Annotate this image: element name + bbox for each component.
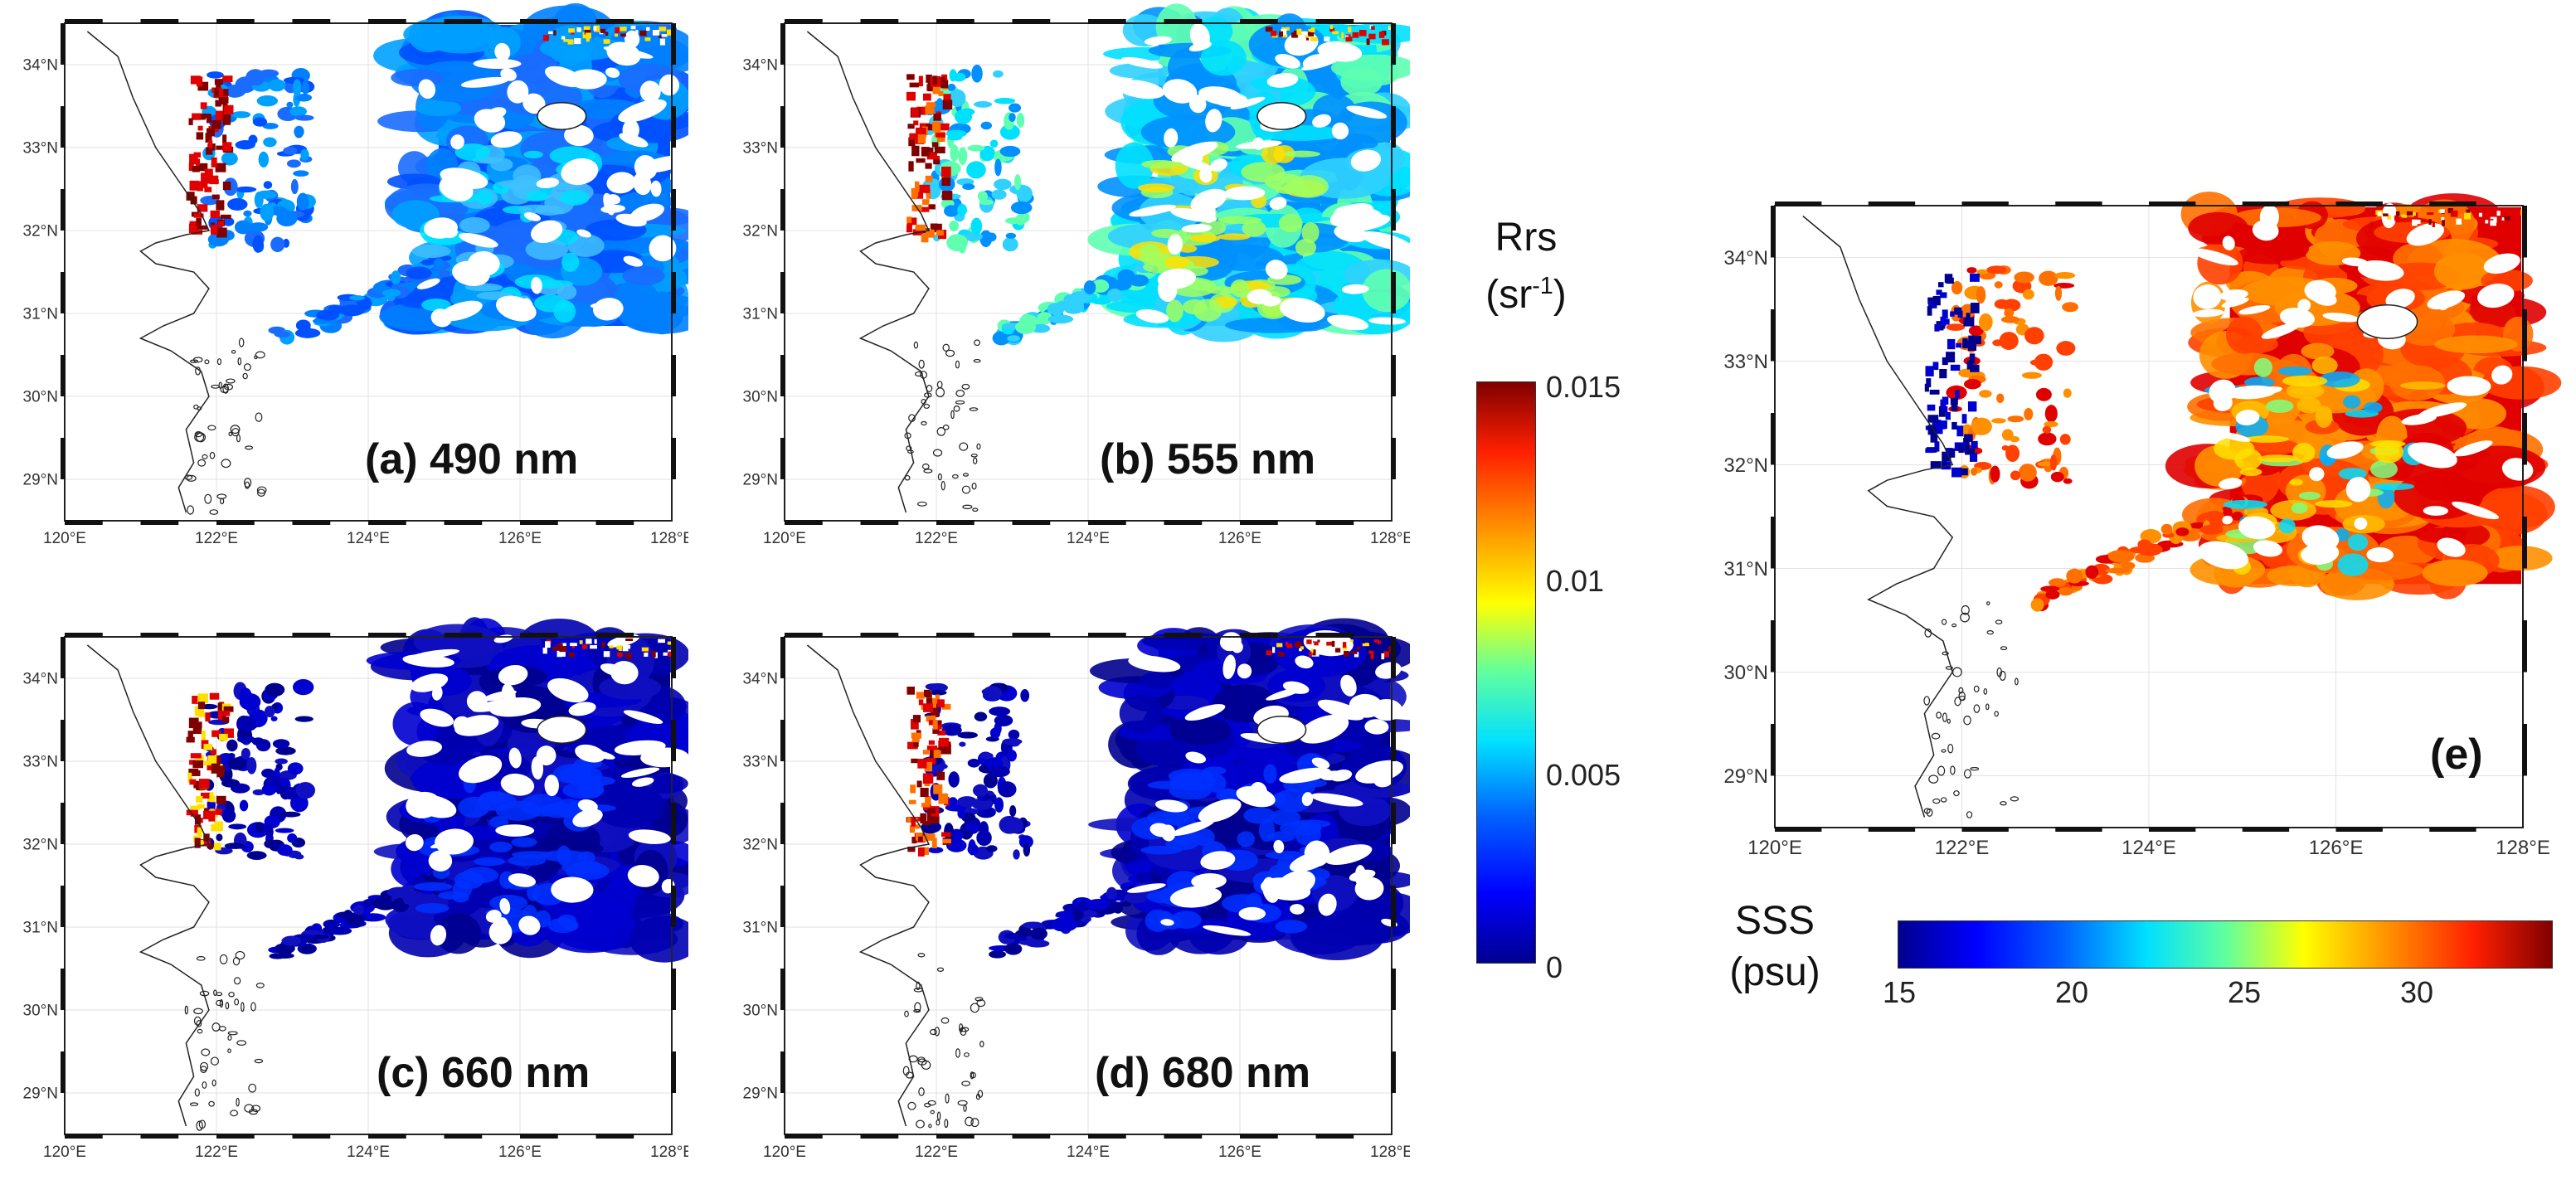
lon-tick-label: 124°E	[2122, 837, 2176, 859]
rrs-tick-001: 0.01	[1546, 564, 1605, 598]
ocean-data-field	[906, 618, 1410, 960]
ocean-data-field	[186, 2, 688, 345]
rrs-title-line2: (sr-1)	[1485, 273, 1567, 317]
lon-tick-label: 120°E	[1747, 837, 1802, 859]
lat-tick-label: 30°N	[1723, 662, 1768, 684]
lat-tick-label: 29°N	[23, 472, 58, 489]
panel-label-e: (e)	[2430, 731, 2483, 779]
coastline	[806, 644, 930, 1127]
sss-title-line1: SSS	[1734, 899, 1815, 943]
rrs-tick-0005: 0.005	[1546, 758, 1621, 792]
lon-tick-label: 128°E	[1370, 1144, 1410, 1161]
lat-tick-label: 33°N	[23, 140, 58, 158]
lat-tick-label: 33°N	[1723, 351, 1768, 373]
map-canvas: 120°E 122°E 124°E 126°E 128°E 34°N 33°N 32°N 31°…	[23, 617, 688, 1161]
lat-tick-label: 31°N	[743, 306, 778, 323]
lat-tick-label: 31°N	[23, 920, 58, 937]
lon-tick-label: 122°E	[195, 530, 238, 547]
panel-d: 120°E 122°E 124°E 126°E 128°E 34°N 33°N 32°N 31°…	[743, 618, 1410, 1161]
rrs-title-line1: Rrs	[1495, 216, 1558, 260]
lat-tick-label: 30°N	[23, 1003, 58, 1020]
lat-tick-label: 30°N	[743, 1003, 778, 1020]
lon-tick-label: 122°E	[1935, 837, 1990, 859]
lat-tick-label: 34°N	[743, 671, 778, 688]
lat-tick-label: 32°N	[743, 837, 778, 854]
lon-tick-label: 124°E	[1067, 1144, 1110, 1161]
lat-tick-label: 32°N	[743, 223, 778, 240]
map-canvas: 120°E 122°E 124°E 126°E 128°E 34°N 33°N 32°N 31°…	[743, 618, 1410, 1161]
island-outline	[537, 716, 587, 744]
lon-tick-label: 126°E	[1218, 530, 1261, 547]
lon-tick-label: 128°E	[650, 1144, 688, 1161]
lat-tick-label: 29°N	[23, 1085, 58, 1103]
lat-tick-label: 33°N	[743, 754, 778, 771]
lon-tick-label: 124°E	[1067, 530, 1110, 547]
lat-tick-label: 32°N	[23, 837, 58, 854]
lon-tick-label: 128°E	[1370, 530, 1410, 547]
lat-tick-label: 29°N	[743, 1085, 778, 1103]
panel-b: 120°E 122°E 124°E 126°E 128°E 34°N 33°N 32°N 31°…	[0, 0, 1410, 572]
sss-title-line2: (psu)	[1729, 950, 1820, 994]
sss-tick-20: 20	[2055, 975, 2089, 1009]
lat-tick-label: 30°N	[23, 389, 58, 406]
panel-label-c: (c) 660 nm	[377, 1049, 591, 1097]
ocean-data-field	[186, 617, 688, 963]
coastline	[1802, 215, 1954, 818]
panel-label-b: (b) 555 nm	[1100, 435, 1316, 483]
coastline	[806, 31, 930, 513]
lat-tick-label: 33°N	[23, 754, 58, 771]
island-outline	[537, 102, 587, 130]
lat-tick-label: 34°N	[743, 57, 778, 75]
rrs-tick-0: 0	[1546, 950, 1563, 984]
lon-tick-label: 124°E	[347, 530, 390, 547]
lat-tick-label: 34°N	[23, 671, 58, 688]
lon-tick-label: 128°E	[650, 530, 688, 547]
lat-tick-label: 29°N	[1723, 765, 1768, 788]
rrs-colorbar-title: Rrs (sr-1)	[1460, 214, 1592, 319]
sss-tick-25: 25	[2228, 975, 2262, 1009]
lat-tick-label: 34°N	[1723, 247, 1768, 270]
lon-tick-label: 120°E	[763, 530, 806, 547]
ocean-data-field	[1924, 192, 2562, 612]
lat-tick-label: 30°N	[743, 389, 778, 406]
panel-label-d: (d) 680 nm	[1095, 1049, 1311, 1097]
lon-tick-label: 126°E	[2309, 837, 2364, 859]
panel-label-a: (a) 490 nm	[365, 435, 579, 483]
lon-tick-label: 128°E	[2496, 837, 2550, 859]
lon-tick-label: 122°E	[915, 1144, 958, 1161]
lon-tick-label: 120°E	[43, 530, 86, 547]
coastline	[86, 644, 210, 1127]
lon-tick-label: 122°E	[915, 530, 958, 547]
lat-tick-label: 32°N	[23, 223, 58, 240]
lon-tick-label: 120°E	[763, 1144, 806, 1161]
lat-tick-label: 33°N	[743, 140, 778, 158]
lat-tick-label: 31°N	[743, 920, 778, 937]
panel-c: 120°E 122°E 124°E 126°E 128°E 34°N 33°N 32°N 31°…	[0, 0, 688, 1180]
lon-tick-label: 120°E	[43, 1144, 86, 1161]
sss-tick-15: 15	[1883, 975, 1917, 1009]
sss-tick-30: 30	[2400, 975, 2434, 1009]
rrs-tick-0015: 0.015	[1546, 370, 1621, 404]
lon-tick-label: 122°E	[195, 1144, 238, 1161]
lat-tick-label: 29°N	[743, 472, 778, 489]
lon-tick-label: 126°E	[1218, 1144, 1261, 1161]
lon-tick-label: 126°E	[498, 1144, 542, 1161]
sss-colorbar	[1898, 920, 2553, 969]
lat-tick-label: 31°N	[1723, 558, 1768, 580]
rrs-colorbar	[1476, 381, 1536, 964]
lat-tick-label: 32°N	[1723, 454, 1768, 477]
map-canvas: 120°E 122°E 124°E 126°E 128°E 34°N 33°N 32°N 31°…	[23, 2, 688, 547]
sss-colorbar-title: SSS (psu)	[1708, 896, 1841, 998]
panel-a: 120°E 122°E 124°E 126°E 128°E 34°N 33°N 32°N 31°…	[0, 0, 688, 572]
lon-tick-label: 126°E	[498, 530, 542, 547]
lat-tick-label: 34°N	[23, 57, 58, 75]
island-outline	[1256, 716, 1307, 744]
island-outline	[2356, 304, 2418, 339]
island-outline	[1256, 102, 1307, 130]
lat-tick-label: 31°N	[23, 306, 58, 323]
map-canvas: 120°E 122°E 124°E 126°E 128°E 34°N 33°N 32°N 31°…	[743, 3, 1410, 547]
lon-tick-label: 124°E	[347, 1144, 390, 1161]
